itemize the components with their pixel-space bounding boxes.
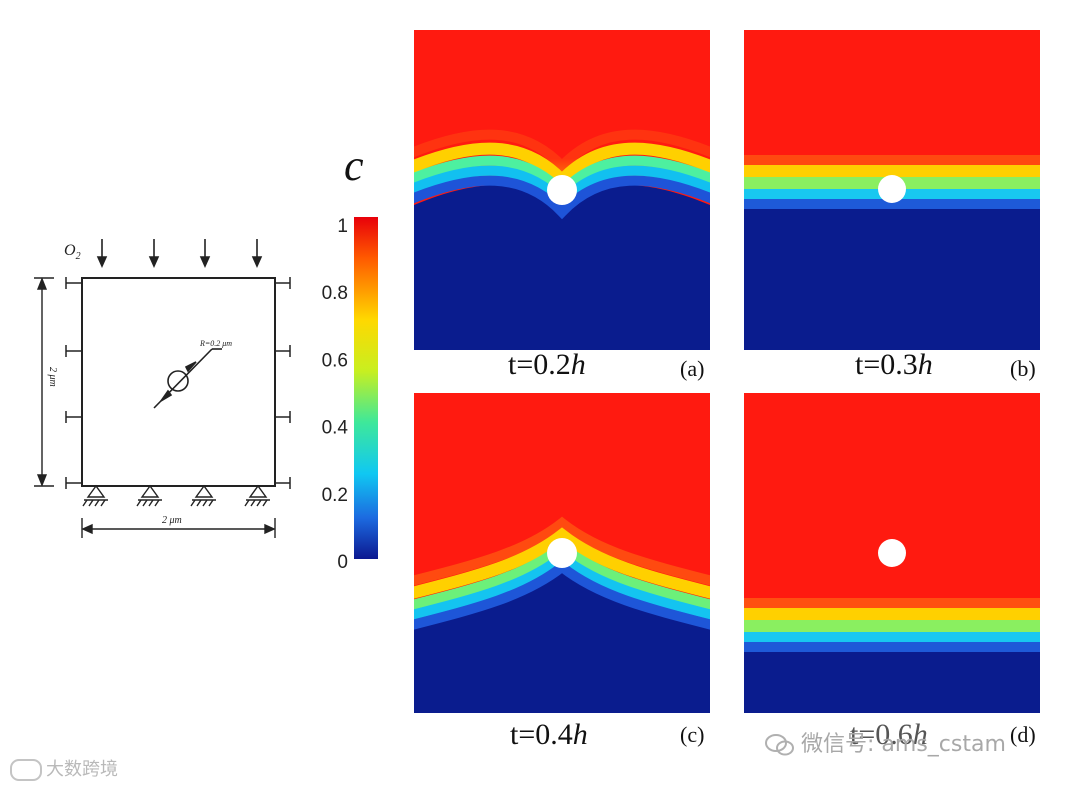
panel-a-field <box>414 30 710 350</box>
colorbar-tick-label: 0 <box>337 552 348 573</box>
panel-b <box>744 30 1040 350</box>
colorbar-tick-label: 0.2 <box>322 485 348 506</box>
watermark-logo-icon <box>10 759 42 781</box>
panel-b-field <box>744 30 1040 350</box>
left-roller-supports <box>65 277 82 489</box>
radius-label: R=0.2 μm <box>199 339 232 348</box>
height-label: 2 μm <box>47 367 58 387</box>
panel-a <box>414 30 710 350</box>
boundary-schematic: O2 R=0.2 μm <box>34 239 291 538</box>
colorbar-tick-label: 0.4 <box>322 418 349 439</box>
particle-d <box>878 539 906 567</box>
panel-b-time: t=0.3h <box>855 348 933 381</box>
gas-label: O2 <box>64 242 81 262</box>
right-roller-supports <box>275 277 291 489</box>
colorbar: c 1 0.8 0.6 0.4 0.2 0 <box>322 141 378 573</box>
particle-b <box>878 175 906 203</box>
oxygen-flux-arrows <box>96 239 263 268</box>
bottom-fixed-supports <box>82 484 270 507</box>
width-dimension <box>81 518 276 538</box>
wechat-icon <box>765 734 795 756</box>
colorbar-tick-label: 0.8 <box>322 283 348 304</box>
panel-d-field <box>744 393 1040 713</box>
height-dimension <box>34 277 54 487</box>
colorbar-tick-label: 1 <box>337 216 348 237</box>
hole-radius-indicator <box>153 348 222 409</box>
watermark-left: 大数跨境 <box>10 755 118 781</box>
panel-d-letter: (d) <box>1010 722 1036 747</box>
panel-c <box>414 393 710 713</box>
particle-c <box>547 538 577 568</box>
panel-c-letter: (c) <box>680 722 705 747</box>
width-label: 2 μm <box>162 515 182 526</box>
colorbar-gradient <box>354 217 378 559</box>
panel-c-field <box>414 393 710 713</box>
panel-d <box>744 393 1040 713</box>
domain-square <box>81 277 276 487</box>
colorbar-ticks: 1 0.8 0.6 0.4 0.2 0 <box>322 216 349 573</box>
panel-a-letter: (a) <box>680 356 705 381</box>
colorbar-symbol: c <box>344 141 364 190</box>
watermark-right: 微信号: ams_cstam <box>765 726 1006 758</box>
particle-a <box>547 175 577 205</box>
panel-c-time: t=0.4h <box>510 718 588 751</box>
panel-d-time: t=0.6h <box>850 718 928 751</box>
panel-b-letter: (b) <box>1010 356 1036 381</box>
panel-a-time: t=0.2h <box>508 348 586 381</box>
colorbar-tick-label: 0.6 <box>322 350 348 371</box>
